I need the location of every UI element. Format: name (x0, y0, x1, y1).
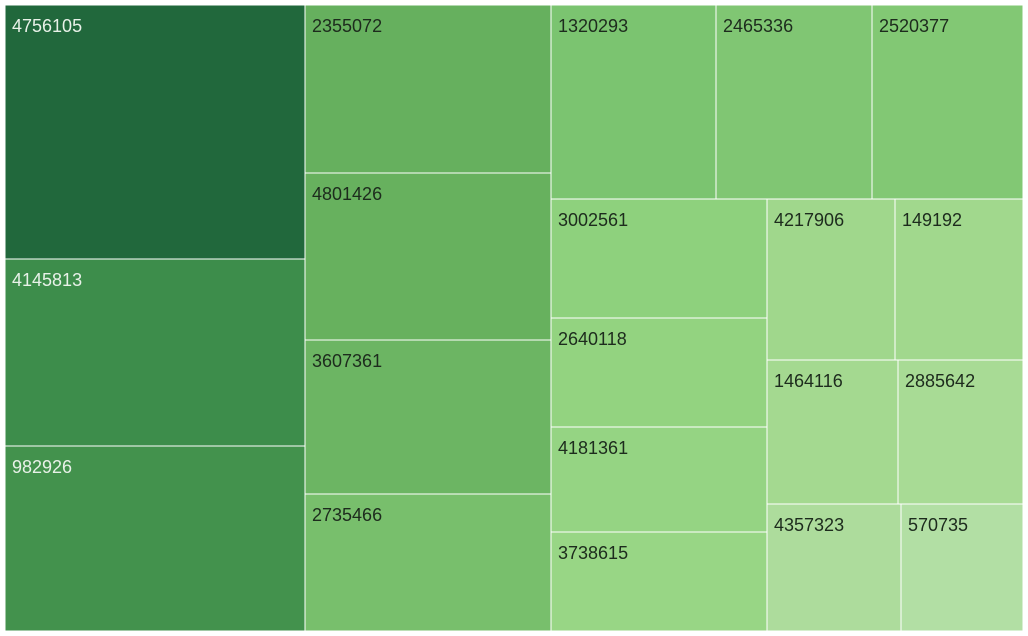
treemap-tile-label: 2355072 (312, 16, 382, 36)
treemap-tile[interactable]: 4756105 (4, 4, 306, 260)
treemap-tile[interactable]: 2735466 (304, 493, 552, 632)
treemap-tile[interactable]: 149192 (894, 198, 1024, 361)
treemap-tile-label: 1320293 (558, 16, 628, 36)
treemap-tile-rect[interactable] (304, 339, 552, 495)
treemap-tile-label: 3607361 (312, 351, 382, 371)
treemap-tile[interactable]: 2640118 (550, 317, 768, 428)
treemap-tile-rect[interactable] (4, 258, 306, 447)
treemap-tile-label: 2735466 (312, 505, 382, 525)
treemap-tile[interactable]: 3738615 (550, 531, 768, 632)
treemap-tile-label: 2885642 (905, 371, 975, 391)
treemap-tile-rect[interactable] (304, 172, 552, 341)
treemap-tile[interactable]: 1464116 (766, 359, 899, 505)
treemap-tile-rect[interactable] (550, 4, 717, 200)
treemap-tile-label: 570735 (908, 515, 968, 535)
treemap-tile[interactable]: 570735 (900, 503, 1024, 632)
treemap-tile[interactable]: 4801426 (304, 172, 552, 341)
treemap-tile[interactable]: 3002561 (550, 198, 768, 319)
treemap-tile-label: 149192 (902, 210, 962, 230)
treemap-tile-rect[interactable] (894, 198, 1024, 361)
treemap-tile[interactable]: 1320293 (550, 4, 717, 200)
treemap-tile-rect[interactable] (304, 493, 552, 632)
treemap-tile-label: 1464116 (774, 371, 843, 391)
treemap-tile-label: 4357323 (774, 515, 844, 535)
treemap-tile-label: 3738615 (558, 543, 628, 563)
treemap-tile-label: 4756105 (12, 16, 82, 36)
treemap-tile-label: 2520377 (879, 16, 949, 36)
treemap-tile-label: 4217906 (774, 210, 844, 230)
treemap-tile-label: 4801426 (312, 184, 382, 204)
treemap-tile-rect[interactable] (550, 426, 768, 533)
treemap-tile-rect[interactable] (304, 4, 552, 174)
treemap-tile-label: 2465336 (723, 16, 793, 36)
treemap-tile[interactable]: 4145813 (4, 258, 306, 447)
treemap-tile-rect[interactable] (897, 359, 1024, 505)
treemap-tile-rect[interactable] (550, 198, 768, 319)
treemap-tile-rect[interactable] (715, 4, 873, 200)
treemap-tile[interactable]: 4357323 (766, 503, 902, 632)
treemap-tile[interactable]: 2520377 (871, 4, 1024, 200)
treemap-tile-label: 4181361 (558, 438, 628, 458)
treemap-tile-rect[interactable] (4, 445, 306, 632)
treemap-tile[interactable]: 2885642 (897, 359, 1024, 505)
treemap-tile[interactable]: 3607361 (304, 339, 552, 495)
treemap-tile-rect[interactable] (4, 4, 306, 260)
treemap-tile-rect[interactable] (766, 503, 902, 632)
treemap-tile[interactable]: 982926 (4, 445, 306, 632)
treemap-tile-label: 4145813 (12, 270, 82, 290)
treemap-tile-label: 3002561 (558, 210, 628, 230)
treemap-tile[interactable]: 4181361 (550, 426, 768, 533)
treemap-tile-label: 982926 (12, 457, 72, 477)
treemap-tile[interactable]: 2355072 (304, 4, 552, 174)
treemap-tile[interactable]: 2465336 (715, 4, 873, 200)
treemap-tile-rect[interactable] (766, 359, 899, 505)
treemap-tile[interactable]: 4217906 (766, 198, 896, 361)
treemap-tile-label: 2640118 (558, 329, 627, 349)
treemap-tile-rect[interactable] (766, 198, 896, 361)
treemap-tile-rect[interactable] (900, 503, 1024, 632)
treemap-tile-rect[interactable] (550, 531, 768, 632)
